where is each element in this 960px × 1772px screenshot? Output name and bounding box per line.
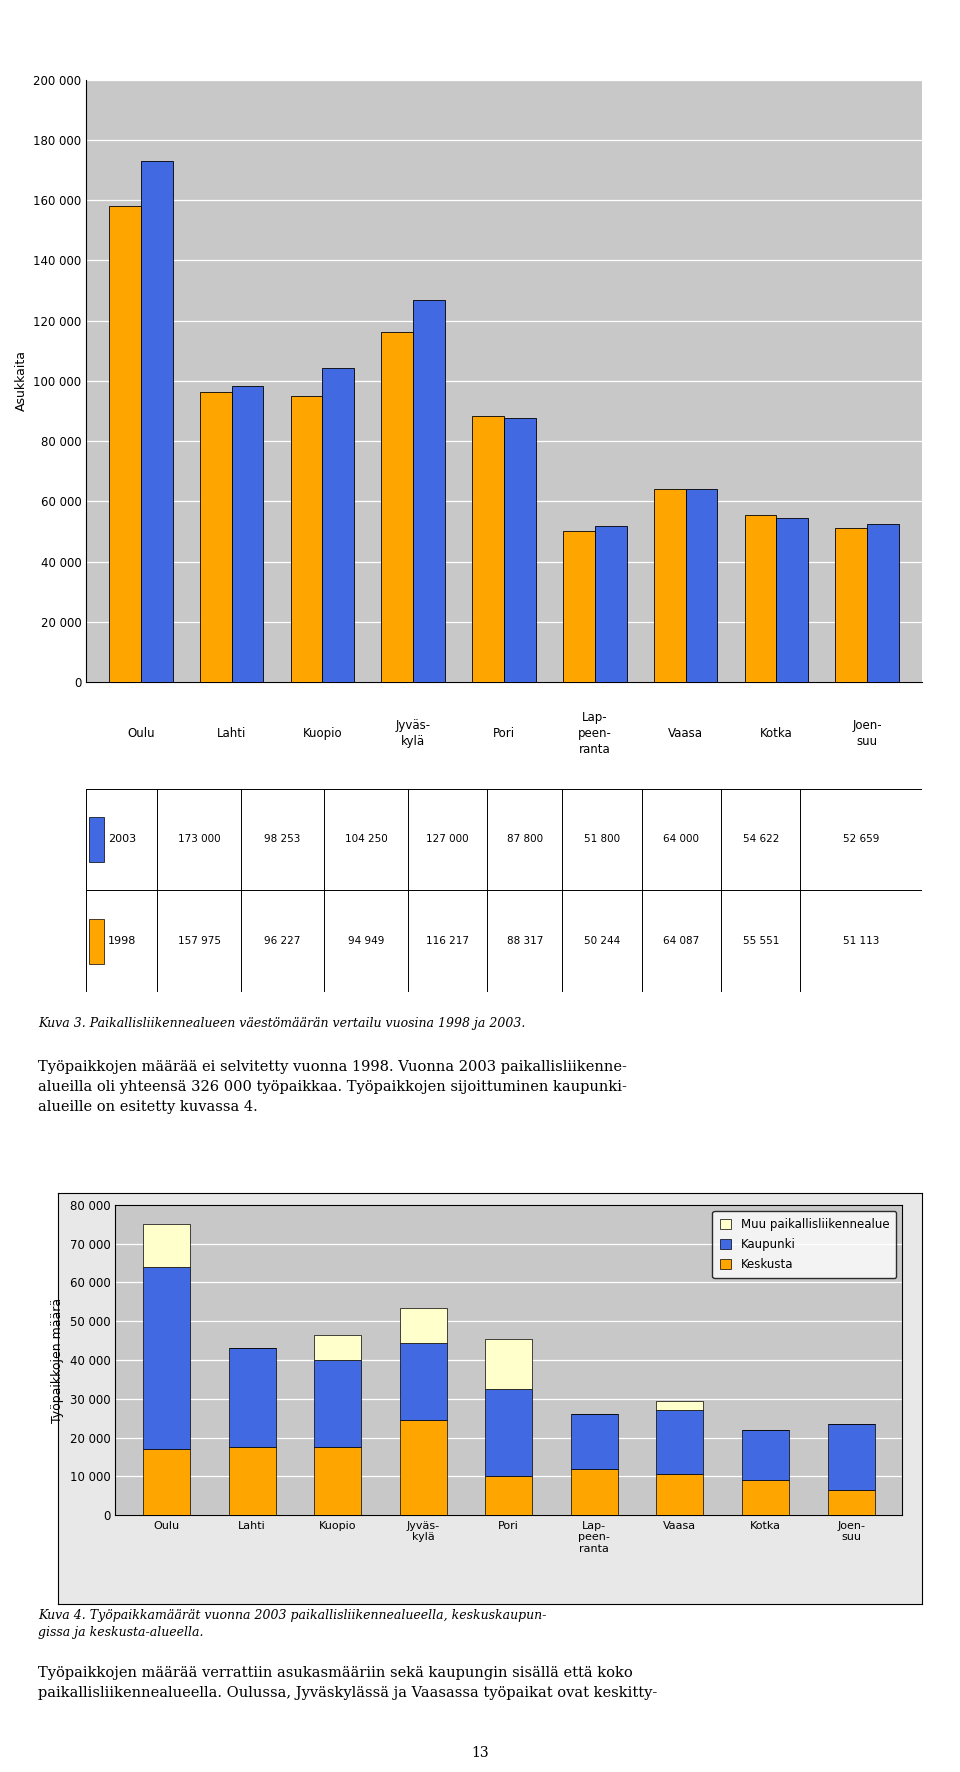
Text: 51 113: 51 113 [843,936,879,946]
Bar [143,1224,190,1267]
Bar [828,1490,875,1515]
Bar [231,386,263,682]
Bar [89,817,104,861]
Text: 1998: 1998 [108,936,136,946]
Bar [485,1389,533,1476]
Bar [399,1308,446,1343]
Bar [399,1419,446,1515]
Text: 50 244: 50 244 [584,936,620,946]
Text: Kuva 4. Työpaikkamäärät vuonna 2003 paikallisliikennealueella, keskuskaupun-
gis: Kuva 4. Työpaikkamäärät vuonna 2003 paik… [38,1609,547,1639]
Bar [314,1361,361,1448]
Text: Kotka: Kotka [760,727,793,741]
Text: 64 087: 64 087 [663,936,700,946]
Text: 87 800: 87 800 [507,835,543,845]
Bar [291,397,323,682]
Bar [314,1334,361,1361]
Text: 88 317: 88 317 [507,936,543,946]
Bar [745,516,777,682]
Text: Joen-
suu: Joen- suu [852,719,882,748]
Text: 55 551: 55 551 [743,936,779,946]
Text: 51 800: 51 800 [584,835,620,845]
Bar [323,369,354,682]
Bar [742,1430,789,1480]
Bar [835,528,867,682]
Bar [777,517,808,682]
Text: 64 000: 64 000 [663,835,700,845]
Bar [742,1480,789,1515]
Text: 13: 13 [471,1745,489,1760]
Text: 54 622: 54 622 [743,835,779,845]
Bar [595,526,627,682]
Text: 98 253: 98 253 [265,835,300,845]
Text: 52 659: 52 659 [843,835,879,845]
Text: Työpaikkojen määrää verrattiin asukasmääriin sekä kaupungin sisällä että koko
pa: Työpaikkojen määrää verrattiin asukasmää… [38,1666,658,1699]
Bar [381,331,413,682]
Text: 96 227: 96 227 [265,936,300,946]
Y-axis label: Työpaikkojen määrä: Työpaikkojen määrä [51,1297,64,1423]
Text: Oulu: Oulu [127,727,155,741]
Bar [657,1411,704,1474]
Text: 94 949: 94 949 [348,936,384,946]
Bar [89,920,104,964]
Bar [143,1267,190,1449]
Bar [485,1476,533,1515]
Bar [571,1469,618,1515]
Bar [413,299,445,682]
Text: Kuopio: Kuopio [302,727,343,741]
Text: 104 250: 104 250 [345,835,388,845]
Bar [504,418,536,682]
Bar [200,392,231,682]
Text: Kuva 3. Paikallisliikennealueen väestömäärän vertailu vuosina 1998 ja 2003.: Kuva 3. Paikallisliikennealueen väestömä… [38,1017,526,1030]
Legend: Muu paikallisliikennealue, Kaupunki, Keskusta: Muu paikallisliikennealue, Kaupunki, Kes… [712,1210,897,1278]
Bar [828,1425,875,1490]
Text: 157 975: 157 975 [178,936,221,946]
Bar [485,1338,533,1389]
Text: Pori: Pori [492,727,516,741]
Bar [657,1400,704,1411]
Bar [141,161,173,682]
Bar [314,1448,361,1515]
Y-axis label: Asukkaita: Asukkaita [14,351,28,411]
Text: 173 000: 173 000 [178,835,221,845]
Bar [571,1414,618,1469]
Bar [867,523,899,682]
Text: Vaasa: Vaasa [668,727,703,741]
Bar [563,532,595,682]
Bar [228,1348,276,1448]
Text: Työpaikkojen määrää ei selvitetty vuonna 1998. Vuonna 2003 paikallisliikenne-
al: Työpaikkojen määrää ei selvitetty vuonna… [38,1060,627,1115]
Text: 127 000: 127 000 [426,835,468,845]
Bar [143,1449,190,1515]
Text: 116 217: 116 217 [426,936,469,946]
Bar [109,206,141,682]
Bar [228,1448,276,1515]
Text: Jyväs-
kylä: Jyväs- kylä [396,719,431,748]
Text: 2003: 2003 [108,835,136,845]
Bar [657,1474,704,1515]
Bar [472,416,504,682]
Text: Lahti: Lahti [217,727,247,741]
Bar [654,489,685,682]
Bar [685,489,717,682]
Text: Lap-
peen-
ranta: Lap- peen- ranta [578,711,612,757]
Bar [399,1343,446,1419]
